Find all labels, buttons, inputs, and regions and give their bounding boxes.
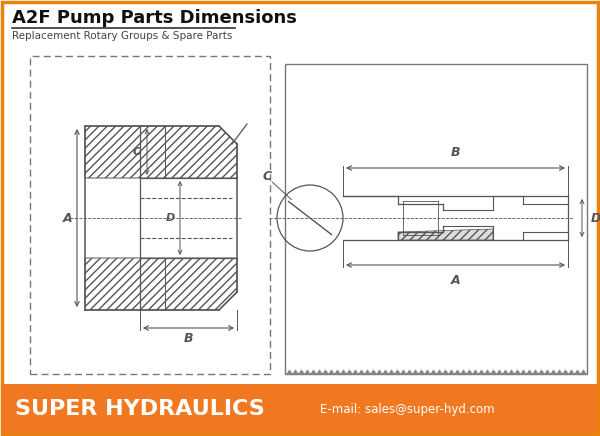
Text: A2F Pump Parts Dimensions: A2F Pump Parts Dimensions bbox=[12, 9, 297, 27]
Polygon shape bbox=[398, 229, 493, 240]
Polygon shape bbox=[85, 258, 237, 310]
Bar bbox=[285, 64, 587, 374]
Text: SUPER HYDRAULICS: SUPER HYDRAULICS bbox=[15, 399, 265, 419]
Text: D: D bbox=[166, 213, 175, 223]
Text: C: C bbox=[133, 147, 141, 157]
Polygon shape bbox=[85, 126, 237, 178]
Text: C: C bbox=[262, 170, 272, 184]
Text: B: B bbox=[451, 146, 460, 159]
Text: A: A bbox=[63, 211, 73, 225]
Bar bbox=[30, 56, 270, 374]
Text: A: A bbox=[451, 274, 460, 287]
Text: E-mail: sales@super-hyd.com: E-mail: sales@super-hyd.com bbox=[320, 402, 494, 416]
Text: D: D bbox=[591, 211, 600, 225]
Text: B: B bbox=[184, 331, 193, 344]
Text: Replacement Rotary Groups & Spare Parts: Replacement Rotary Groups & Spare Parts bbox=[12, 31, 232, 41]
Bar bbox=[2, 384, 598, 434]
